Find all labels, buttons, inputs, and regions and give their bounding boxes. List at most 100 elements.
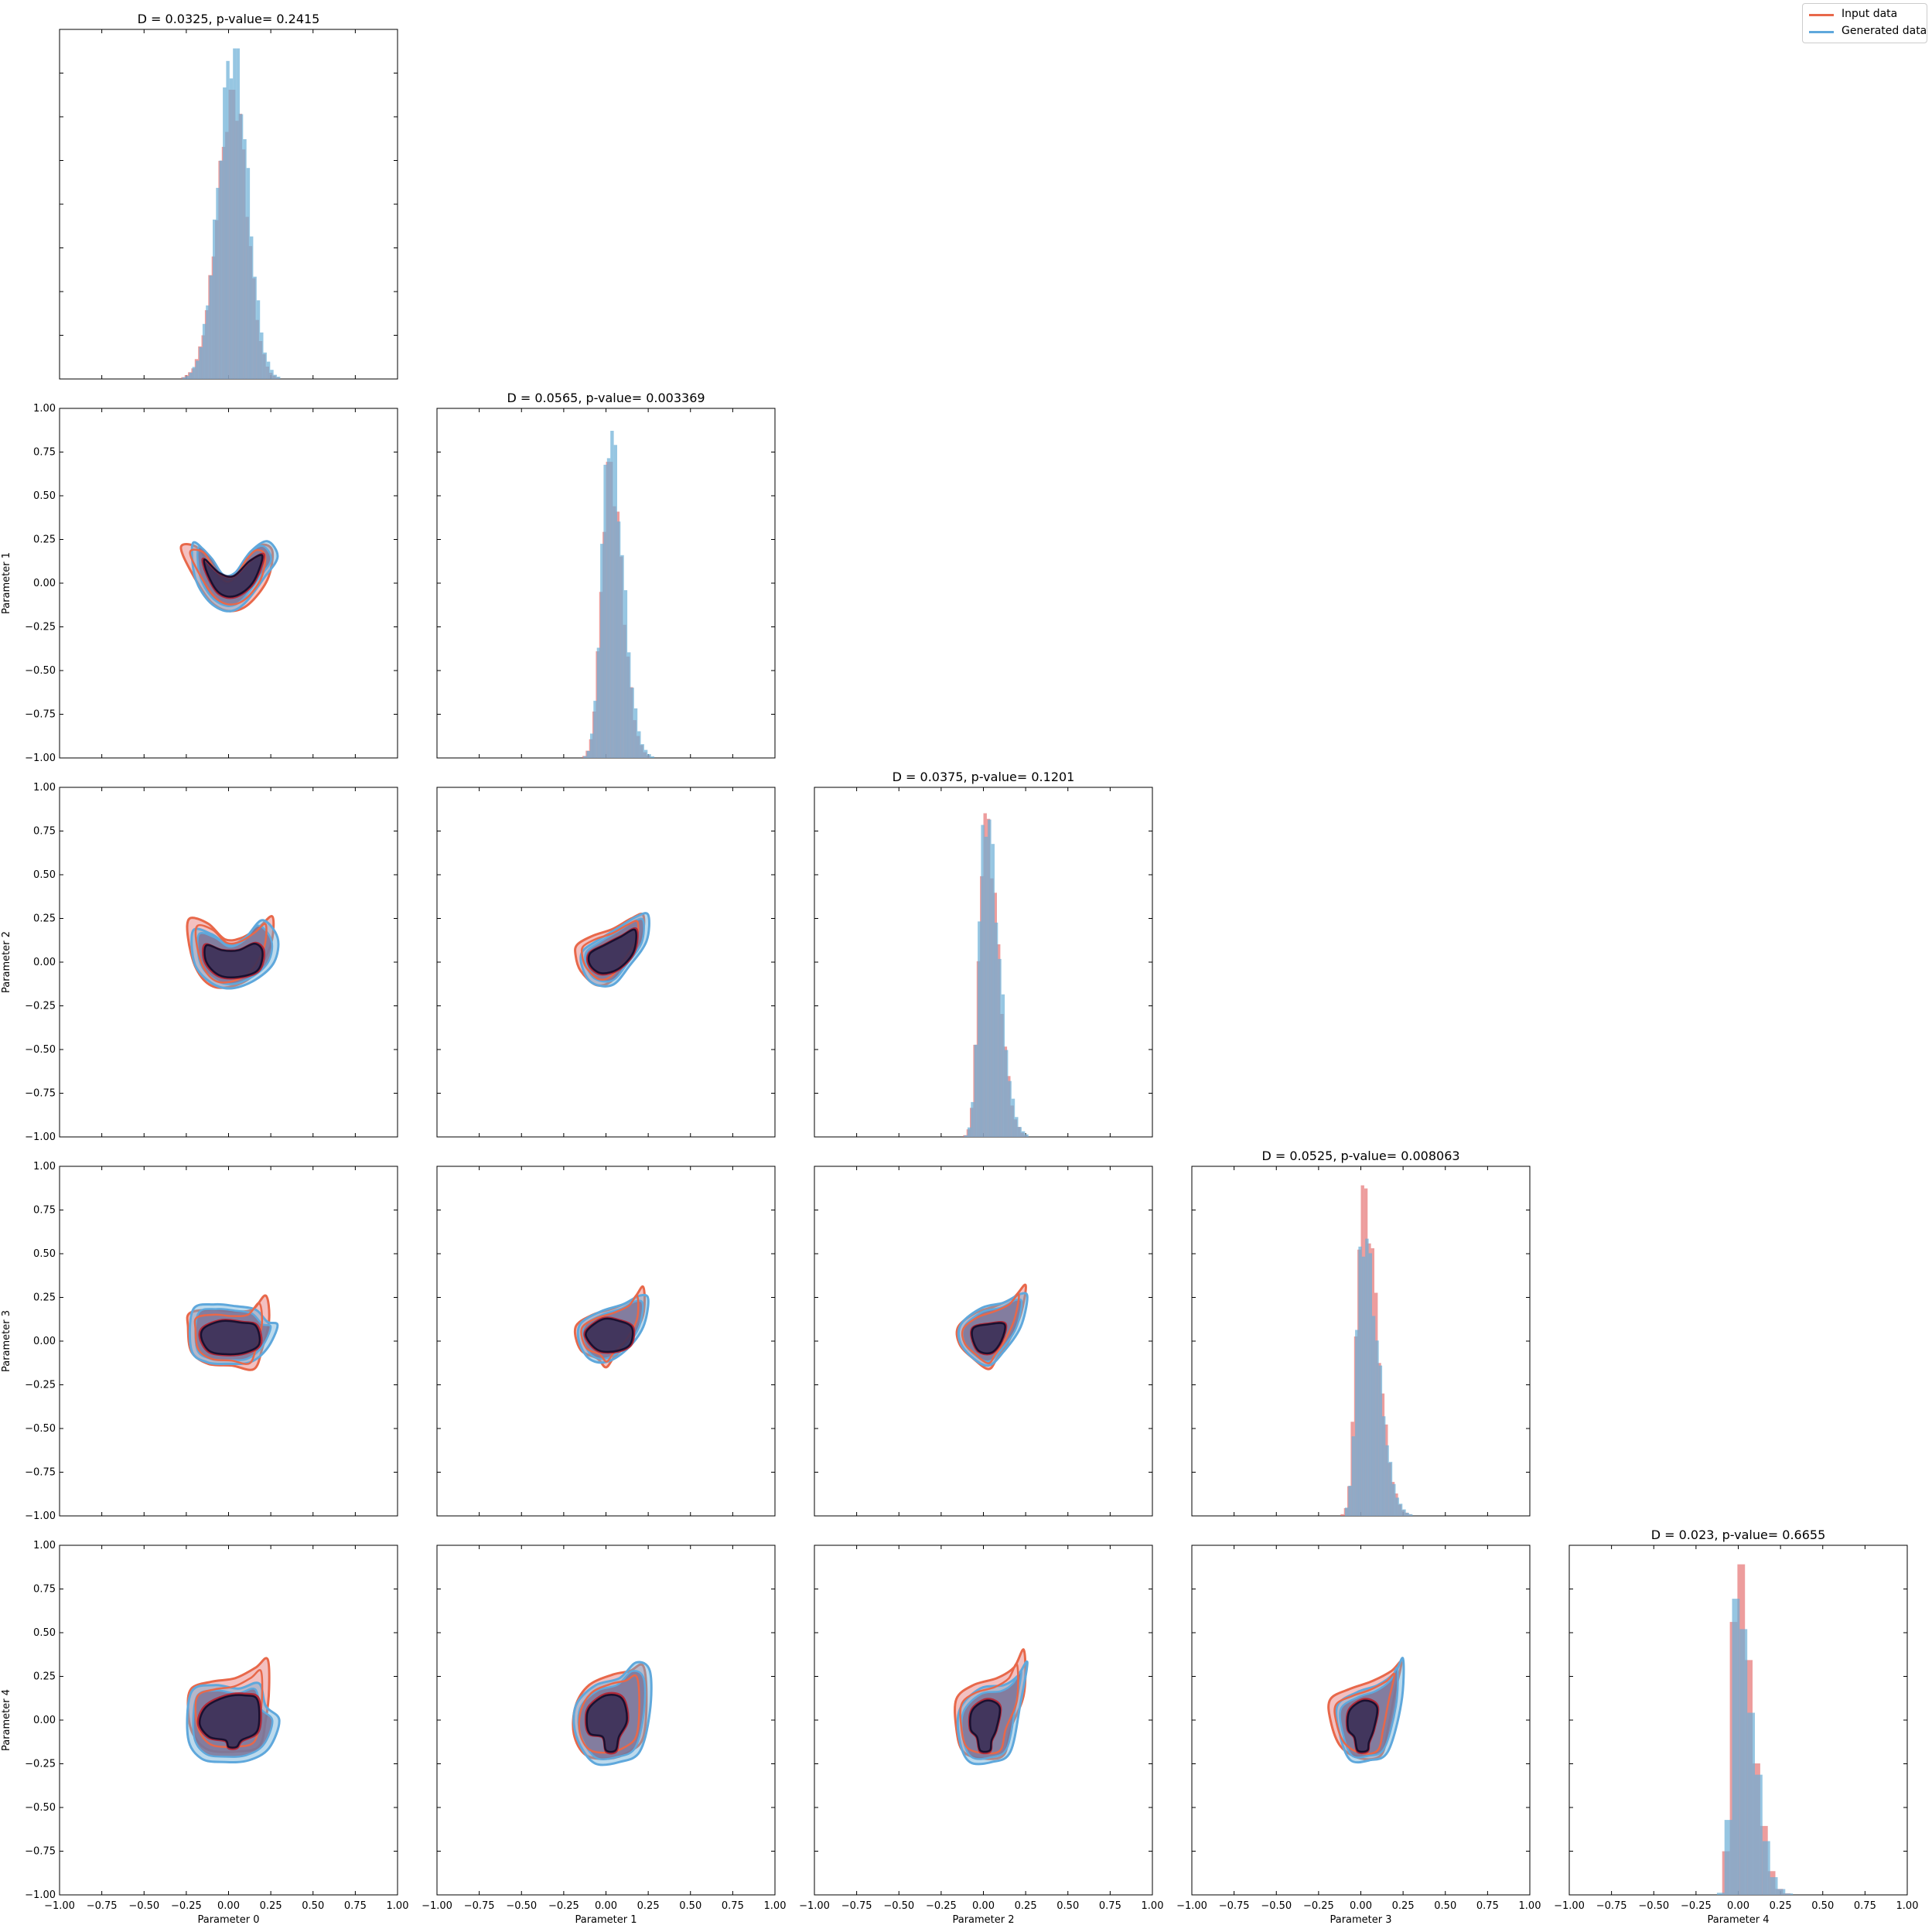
histogram-bar-generated	[233, 48, 237, 379]
y-tick-label: 0.75	[33, 1584, 56, 1596]
x-axis-label: Parameter 3	[1330, 1914, 1391, 1926]
x-tick-label: 0.25	[1770, 1900, 1792, 1912]
histogram-bar-generated	[633, 708, 638, 758]
x-tick-label: 0.25	[1015, 1900, 1037, 1912]
y-tick-label: −0.25	[25, 1001, 56, 1012]
x-tick-label: 0.50	[1811, 1900, 1834, 1912]
histogram-bar-generated	[266, 361, 271, 379]
histogram-bar-generated	[1785, 1893, 1794, 1895]
x-tick-label: −1.00	[1176, 1900, 1207, 1912]
y-tick-label: −0.75	[25, 1467, 56, 1479]
histogram-bar-generated	[620, 555, 624, 758]
contour-core-generated	[198, 1694, 261, 1749]
contour-panel-r4-c0	[59, 1545, 398, 1896]
histogram-bar-generated	[1409, 1514, 1413, 1516]
x-tick-label: 0.00	[1350, 1900, 1372, 1912]
contour-core-generated	[585, 1693, 628, 1753]
contour-panel-r3-c2	[814, 1166, 1153, 1517]
x-axis-label: Parameter 4	[1707, 1914, 1769, 1926]
ks-test-title: D = 0.0565, p-value= 0.003369	[507, 391, 705, 405]
histogram-bar-generated	[613, 445, 617, 758]
contour-panel-r2-c1	[436, 787, 776, 1138]
histogram-bar-generated	[260, 332, 264, 379]
y-tick-label: 0.25	[33, 534, 56, 546]
histogram-bar-generated	[1365, 1238, 1369, 1516]
histogram-bar-generated	[182, 377, 186, 379]
legend: Input data Generated data	[1802, 3, 1927, 43]
contour-input-mid	[961, 1292, 1020, 1364]
histogram-bar-generated	[263, 352, 267, 379]
histogram-bar-generated	[1392, 1483, 1396, 1516]
y-tick-label: 1.00	[33, 1540, 56, 1551]
histogram-bar-generated	[981, 824, 985, 1137]
histogram-bar-generated	[968, 1127, 971, 1137]
x-tick-label: −0.50	[506, 1900, 537, 1912]
y-tick-label: 0.50	[33, 1248, 56, 1260]
contour-panel-r2-c0	[59, 787, 398, 1138]
x-tick-label: 0.00	[1727, 1900, 1749, 1912]
x-axis-label: Parameter 1	[575, 1914, 637, 1926]
y-tick-label: 0.75	[33, 447, 56, 459]
x-axis-label: Parameter 2	[952, 1914, 1014, 1926]
histogram-bar-generated	[226, 60, 230, 380]
histogram-bar-generated	[1388, 1462, 1393, 1516]
contour-core-generated	[203, 554, 264, 598]
histogram-bar-generated	[630, 688, 634, 758]
contour-input-mid	[959, 1662, 1019, 1755]
legend-label-generated: Generated data	[1842, 25, 1927, 37]
histogram-bar-generated	[243, 139, 247, 379]
histogram-bar-generated	[246, 168, 251, 379]
histogram-bar-generated	[994, 922, 998, 1137]
y-tick-label: −1.00	[25, 1889, 56, 1901]
histogram-bar-generated	[1018, 1127, 1022, 1137]
histogram-panel-4: D = 0.023, p-value= 0.6655	[1568, 1528, 1908, 1896]
histogram-bar-generated	[603, 464, 607, 758]
x-tick-label: −0.75	[1219, 1900, 1250, 1912]
histogram-bar-generated	[1348, 1486, 1352, 1516]
x-tick-label: 1.00	[1896, 1900, 1919, 1912]
legend-label-input: Input data	[1842, 8, 1898, 20]
y-tick-label: −1.00	[25, 1510, 56, 1522]
contour-core-generated	[200, 1319, 261, 1356]
y-axis-label: Parameter 3	[1, 1310, 12, 1372]
y-tick-label: −0.50	[25, 1423, 56, 1435]
histogram-panel-2: D = 0.0375, p-value= 0.1201	[814, 770, 1153, 1138]
x-tick-label: −0.75	[87, 1900, 118, 1912]
histogram-panel-0: D = 0.0325, p-value= 0.2415	[59, 12, 398, 380]
y-tick-label: −0.75	[25, 709, 56, 721]
y-tick-label: 0.75	[33, 1205, 56, 1217]
histogram-bar-generated	[1378, 1365, 1383, 1516]
histogram-bar-generated	[1005, 1050, 1009, 1137]
histogram-bar-generated	[998, 958, 1002, 1137]
contour-input-mid	[194, 923, 268, 984]
y-tick-label: −1.00	[25, 1132, 56, 1143]
x-tick-label: 1.00	[764, 1900, 787, 1912]
x-tick-label: 1.00	[387, 1900, 409, 1912]
histogram-bar-generated	[643, 749, 648, 758]
histogram-bar-generated	[596, 647, 601, 758]
histogram-bar-generated	[964, 1135, 968, 1137]
x-tick-label: 0.75	[344, 1900, 367, 1912]
legend-swatch-input	[1809, 14, 1834, 16]
x-tick-label: −1.00	[422, 1900, 452, 1912]
histogram-bar-generated	[192, 367, 196, 379]
y-tick-label: −0.75	[25, 1846, 56, 1858]
histogram-bar-generated	[229, 78, 234, 380]
histogram-bar-generated	[206, 305, 210, 379]
y-tick-label: 0.25	[33, 1671, 56, 1683]
histogram-bar-generated	[586, 751, 590, 758]
x-tick-label: −0.25	[926, 1900, 957, 1912]
histogram-bar-generated	[971, 1101, 975, 1137]
y-tick-label: 0.50	[33, 490, 56, 502]
y-tick-label: 0.00	[33, 1336, 56, 1347]
contour-panel-r1-c0	[59, 408, 398, 759]
histogram-bar-generated	[600, 544, 604, 758]
histogram-bar-generated	[1716, 1893, 1725, 1895]
histogram-bar-generated	[1371, 1316, 1376, 1516]
histogram-bar-generated	[1755, 1774, 1763, 1895]
histogram-bar-generated	[1739, 1629, 1748, 1895]
contour-core-generated	[971, 1322, 1006, 1355]
x-axis-label: Parameter 0	[197, 1914, 259, 1926]
histogram-bar-generated	[583, 756, 587, 758]
y-tick-label: 0.00	[33, 1715, 56, 1726]
